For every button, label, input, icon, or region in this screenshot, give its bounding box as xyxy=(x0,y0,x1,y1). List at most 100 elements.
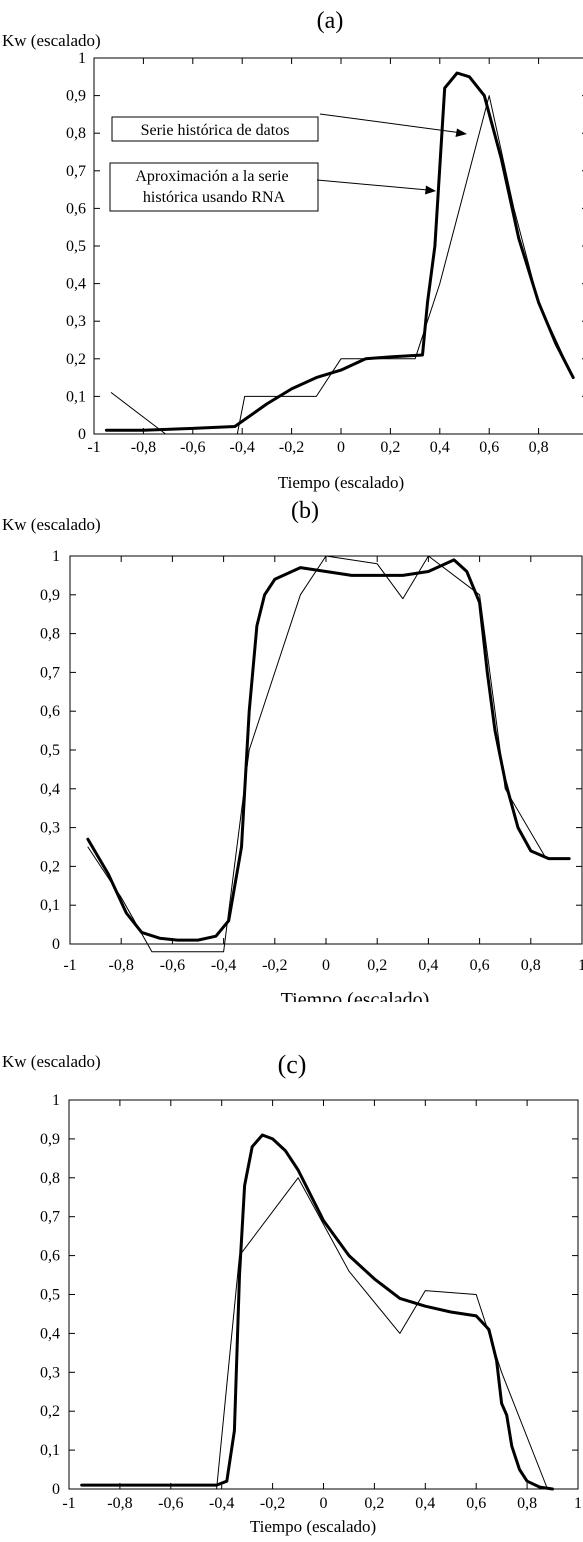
x-tick-label: -1 xyxy=(87,439,100,456)
y-tick-label: 0,5 xyxy=(40,742,60,759)
y-tick-label: 0,3 xyxy=(40,1364,60,1381)
y-tick-label: 0,5 xyxy=(40,1287,60,1304)
y-tick-label: 0,8 xyxy=(40,1170,60,1187)
panel-b-y-axis: 0 0,1 0,2 0,3 0,4 0,5 0,6 0,7 0,8 0,9 1 xyxy=(40,548,582,953)
panel-b-x-axis: -1 -0,8 -0,6 -0,4 -0,2 0 0,2 0,4 0,6 0,8 1 xyxy=(63,556,583,974)
panel-c-label: (c) xyxy=(278,1050,307,1079)
panel-b: (b) Kw (escalado) 0 0,1 0,2 0,3 0,4 0,5 0,6 0,7… xyxy=(2,498,583,1011)
panel-c-xlabel: Tiempo (escalado) xyxy=(250,1517,376,1536)
x-tick-label: 0,6 xyxy=(466,1495,486,1512)
panel-c-series xyxy=(80,1133,554,1491)
annotation-arrow-rna xyxy=(316,179,429,191)
series-line-historical xyxy=(87,555,547,953)
annotation-text-rna-line-1: Aproximación a la serie xyxy=(135,168,288,185)
x-tick-label: -0,4 xyxy=(209,1495,234,1512)
y-tick-label: 1 xyxy=(52,1092,60,1109)
annotation-arrowhead-historical xyxy=(455,128,467,137)
panel-a: (a) Kw (escalado) Tiempo (escalado) 0 0,1… xyxy=(2,8,583,492)
x-tick-label: 0,8 xyxy=(521,957,541,974)
y-tick-label: 0,2 xyxy=(66,351,86,368)
y-tick-label: 0,4 xyxy=(40,781,60,798)
y-tick-label: 0,1 xyxy=(40,1442,60,1459)
panel-c-x-axis: -1 -0,8 -0,6 -0,4 -0,2 0 0,2 0,4 0,6 0,8 1 xyxy=(62,1100,582,1512)
panel-a-x-axis: -1-0,8-0,6-0,4-0,200,20,40,60,81 xyxy=(87,58,549,456)
x-tick-label: -0,4 xyxy=(230,439,255,456)
y-tick-label: 0,7 xyxy=(40,664,60,681)
annotation-text-historical: Serie histórica de datos xyxy=(141,122,290,139)
y-tick-label: 0,6 xyxy=(40,703,60,720)
y-tick-label: 0,9 xyxy=(40,1131,60,1148)
panel-a-label: (a) xyxy=(317,8,344,34)
panel-b-plot-frame xyxy=(69,555,583,945)
x-tick-label: -0,6 xyxy=(160,957,185,974)
y-tick-label: 0,3 xyxy=(66,313,86,330)
x-tick-label: 0,6 xyxy=(479,439,499,456)
y-tick-label: 0,9 xyxy=(40,587,60,604)
x-tick-label: -0,2 xyxy=(279,439,304,456)
x-tick-label: 1 xyxy=(574,1495,582,1512)
x-tick-label: -1 xyxy=(63,957,76,974)
series-line-historical xyxy=(216,1177,548,1490)
annotation-text-rna-line-2: histórica usando RNA xyxy=(143,189,286,206)
y-tick-label: 1 xyxy=(78,50,86,67)
x-tick-label: -0,4 xyxy=(211,957,236,974)
panel-a-series xyxy=(104,71,575,435)
series-line-rna xyxy=(86,558,571,942)
x-tick-label: 0 xyxy=(320,1495,328,1512)
y-tick-label: 0,3 xyxy=(40,820,60,837)
annotation-box-historical xyxy=(111,116,319,142)
y-tick-label: 0,2 xyxy=(40,858,60,875)
y-tick-label: 0,6 xyxy=(66,200,86,217)
series-line-rna xyxy=(104,71,575,432)
x-tick-label: -0,8 xyxy=(131,439,156,456)
panel-b-label: (b) xyxy=(291,498,319,524)
panel-a-ylabel: Kw (escalado) xyxy=(2,31,101,50)
annotation-arrowhead-rna xyxy=(425,185,436,195)
x-tick-label: 0,2 xyxy=(380,439,400,456)
y-tick-label: 0,2 xyxy=(40,1403,60,1420)
panel-c-ylabel: Kw (escalado) xyxy=(2,1052,101,1071)
x-tick-label: 1 xyxy=(578,957,583,974)
y-tick-label: 0,5 xyxy=(66,238,86,255)
x-tick-label: -1 xyxy=(62,1495,75,1512)
x-tick-label: 0,2 xyxy=(364,1495,384,1512)
x-tick-label: 0,8 xyxy=(517,1495,537,1512)
series-line-historical xyxy=(110,95,574,435)
x-tick-label: 0 xyxy=(322,957,330,974)
x-tick-label: -0,8 xyxy=(107,1495,132,1512)
panel-b-ylabel: Kw (escalado) xyxy=(2,515,101,534)
y-tick-label: 0,7 xyxy=(40,1209,60,1226)
y-tick-label: 0,9 xyxy=(66,88,86,105)
panel-a-annotation-rna: Aproximación a la serie histórica usando… xyxy=(109,162,436,212)
panel-a-xlabel: Tiempo (escalado) xyxy=(278,473,404,492)
y-tick-label: 0,8 xyxy=(40,626,60,643)
y-tick-label: 1 xyxy=(52,548,60,565)
x-tick-label: -0,6 xyxy=(158,1495,183,1512)
panel-b-xlabel-clip: Tiempo (escalado) xyxy=(281,989,430,1011)
panel-a-plot-frame xyxy=(93,57,583,435)
x-tick-label: -0,2 xyxy=(260,1495,285,1512)
y-tick-label: 0,8 xyxy=(66,125,86,142)
annotation-arrow-historical xyxy=(319,113,463,134)
panel-a-y-axis: 0 0,1 0,2 0,3 0,4 0,5 0,6 0,7 0,8 0,9 1 xyxy=(66,50,583,443)
y-tick-label: 0 xyxy=(78,426,86,443)
x-tick-label: 0 xyxy=(337,439,345,456)
x-tick-label: -0,8 xyxy=(109,957,134,974)
y-tick-label: 0 xyxy=(52,936,60,953)
series-line-rna xyxy=(80,1133,554,1491)
y-tick-label: 0,1 xyxy=(40,897,60,914)
annotation-box-rna xyxy=(109,162,319,212)
x-tick-label: -0,6 xyxy=(180,439,205,456)
panel-b-xlabel: Tiempo (escalado) xyxy=(281,989,430,1011)
y-tick-label: 0,7 xyxy=(66,163,86,180)
x-tick-label: -0,2 xyxy=(262,957,287,974)
panel-b-series xyxy=(86,555,571,953)
y-tick-label: 0 xyxy=(52,1481,60,1498)
y-tick-label: 0,6 xyxy=(40,1248,60,1265)
x-tick-label: 0,4 xyxy=(415,1495,435,1512)
x-tick-label: 0,2 xyxy=(367,957,387,974)
panel-c-plot-frame xyxy=(68,1099,579,1490)
x-tick-label: 0,4 xyxy=(418,957,438,974)
y-tick-label: 0,4 xyxy=(40,1325,60,1342)
